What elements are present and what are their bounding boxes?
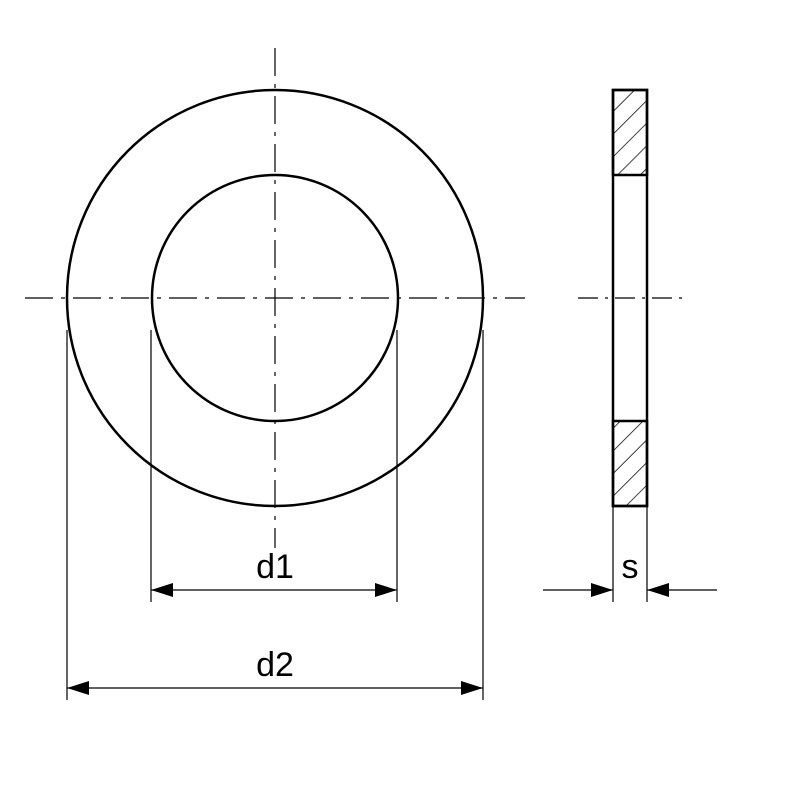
label-d2: d2: [256, 646, 294, 684]
label-d1: d1: [256, 548, 294, 586]
section-hatch-bottom: [613, 421, 647, 506]
section-hatch-top: [613, 90, 647, 175]
label-s: s: [622, 548, 639, 586]
washer-technical-drawing: d1 d2 s: [0, 0, 800, 800]
